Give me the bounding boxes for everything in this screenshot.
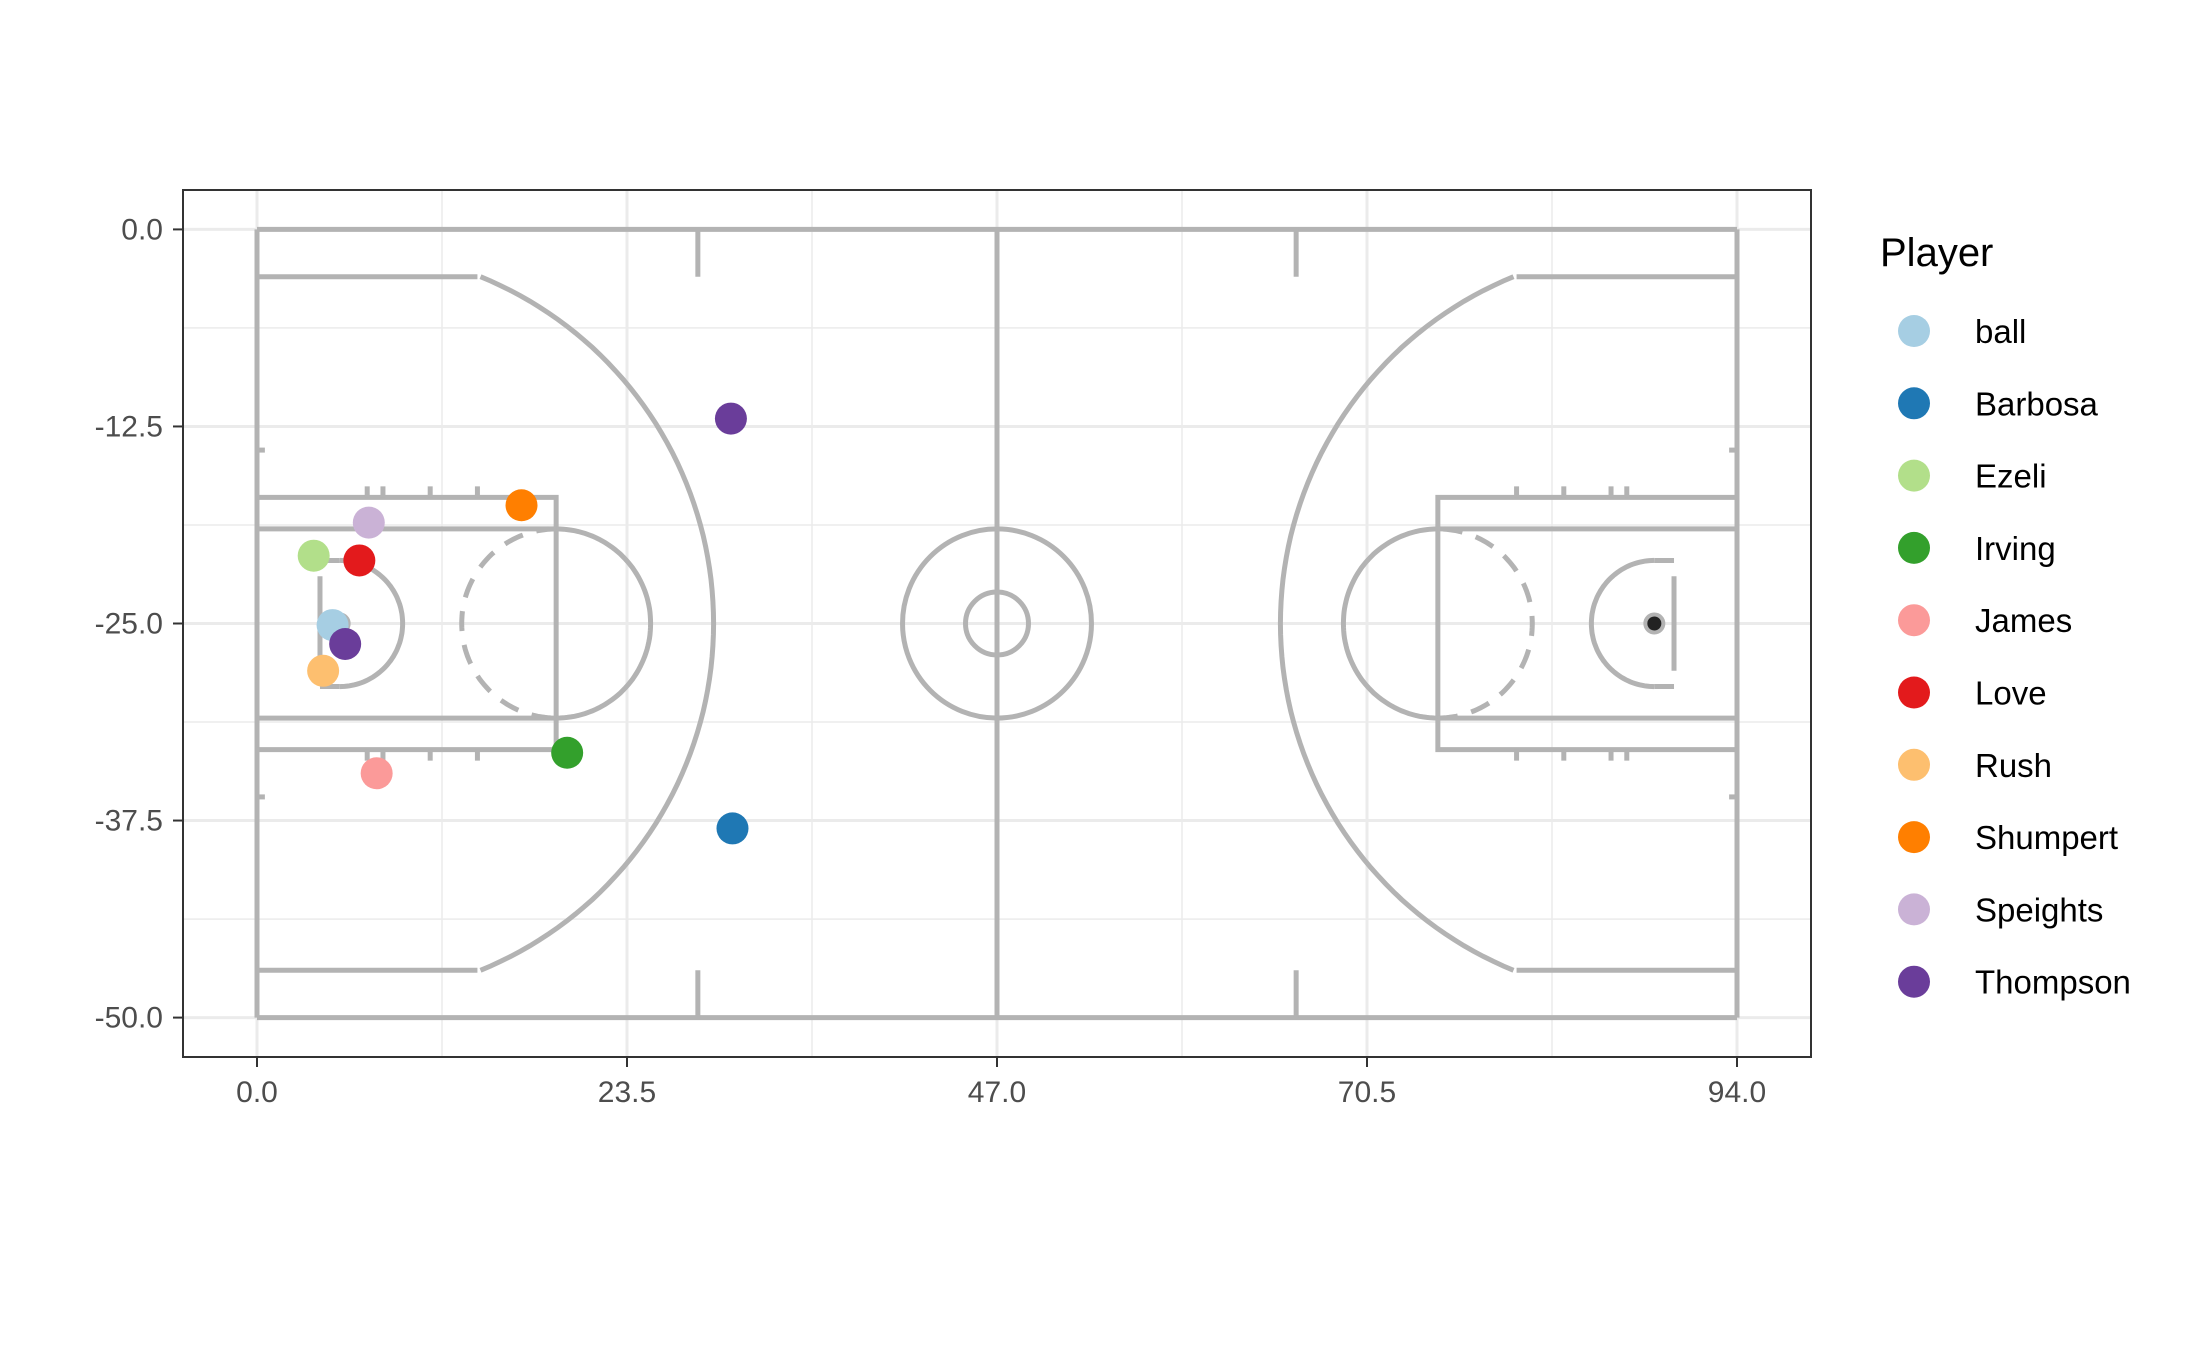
legend-key-ball [1898,315,1930,347]
legend-key-barbosa [1898,387,1930,420]
legend-label-barbosa: Barbosa [1975,385,2099,422]
x-tick-label: 47.0 [968,1076,1026,1109]
legend-key-james [1898,604,1930,637]
point-love [343,544,376,577]
legend-key-love [1898,676,1930,709]
legend-key-thompson [1898,965,1930,998]
legend-title: Player [1880,231,1993,275]
legend-label-rush: Rush [1975,747,2052,784]
legend-key-irving [1898,531,1930,564]
y-axis: 0.0 -12.5 -25.0 -37.5 -50.0 [95,213,183,1035]
point-irving [551,736,584,769]
legend-key-ezeli [1898,459,1930,492]
legend-key-speights [1898,893,1930,926]
point-barbosa [716,812,749,845]
point-thompson [329,627,362,660]
point-speights [352,506,385,539]
legend-label-irving: Irving [1975,530,2056,567]
legend-key-rush [1898,748,1930,781]
y-tick-label: -50.0 [95,1002,163,1035]
x-tick-label: 70.5 [1338,1076,1396,1109]
point-thompson [714,402,747,435]
legend: Player ball Barbosa Ezeli Irving James Love Ru… [1880,231,2131,1001]
point-rush [307,654,340,687]
legend-label-thompson: Thompson [1975,964,2131,1001]
court-3pt-arc-right [1277,274,1515,973]
x-tick-label: 94.0 [1708,1076,1766,1109]
legend-key-shumpert [1898,821,1930,854]
legend-label-ball: ball [1975,313,2026,350]
court-ft-circle-right [1340,526,1438,721]
court-rim-right [1643,612,1666,635]
legend-label-james: James [1975,602,2072,639]
legend-label-ezeli: Ezeli [1975,458,2047,495]
court-center-circle [900,526,1094,721]
court-3pt-arc-left [479,274,717,973]
y-tick-label: -12.5 [95,410,163,443]
point-ezeli [297,539,330,572]
legend-label-speights: Speights [1975,891,2103,928]
point-james [360,757,393,790]
player-points [297,402,749,845]
y-tick-label: 0.0 [121,213,163,246]
x-axis: 0.0 23.5 47.0 70.5 94.0 [236,1057,1766,1109]
legend-label-love: Love [1975,675,2047,712]
court-ft-circle-dashed-right [1437,526,1535,721]
court-lane-outer-left [257,494,559,753]
y-tick-label: -25.0 [95,608,163,641]
x-tick-label: 0.0 [236,1076,278,1109]
legend-label-shumpert: Shumpert [1975,819,2118,856]
court-restricted-arc-right [1588,557,1655,690]
point-shumpert [505,489,538,522]
court-center-circle-inner [963,589,1031,658]
x-tick-label: 23.5 [598,1076,656,1109]
y-tick-label: -37.5 [95,805,163,838]
basketball-court [254,226,1740,1021]
court-lane-outer-right [1435,494,1737,753]
court-ft-circle-left [556,526,654,721]
court-ft-circle-dashed-left [459,526,557,721]
